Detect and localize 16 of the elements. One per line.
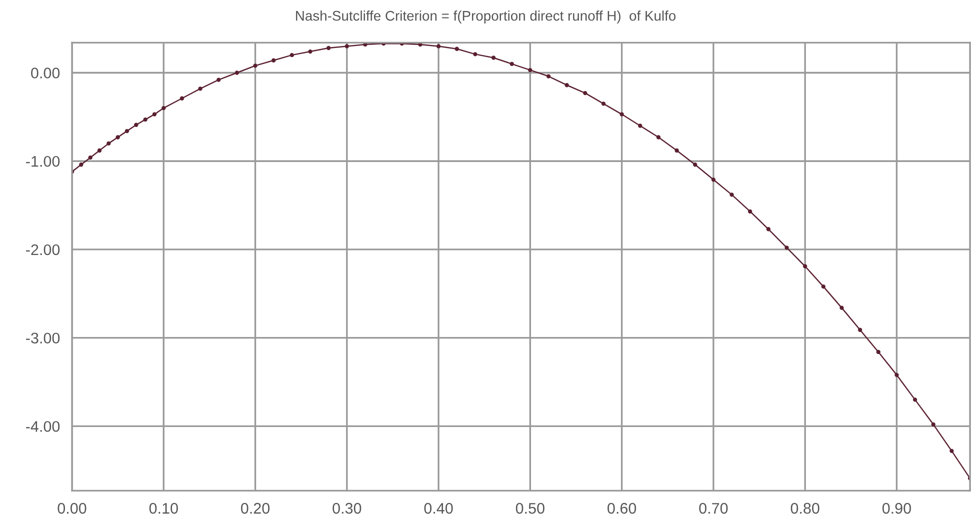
x-tick-label: 0.80 — [790, 502, 820, 514]
x-tick-label: 0.30 — [332, 502, 362, 514]
x-tick-label: 0.00 — [58, 502, 86, 514]
x-tick-label: 0.40 — [424, 502, 453, 514]
y-tick-label: -2.00 — [26, 244, 60, 256]
x-tick-label: 0.50 — [516, 502, 544, 514]
x-tick-label: 0.60 — [608, 502, 636, 514]
chart-title: Nash-Sutcliffe Criterion = f(Proportion direct runoff H) of Kulfo — [296, 10, 676, 24]
x-tick-label: 0.90 — [882, 502, 911, 514]
x-tick-label: 0.70 — [699, 502, 728, 514]
y-tick-label: -3.00 — [26, 332, 60, 344]
y-tick-label: -4.00 — [26, 421, 60, 432]
x-tick-label: 0.10 — [149, 502, 178, 514]
y-tick-label: 0.00 — [31, 68, 60, 78]
x-tick-label: 0.20 — [240, 502, 270, 514]
y-tick-label: -1.00 — [26, 156, 60, 167]
